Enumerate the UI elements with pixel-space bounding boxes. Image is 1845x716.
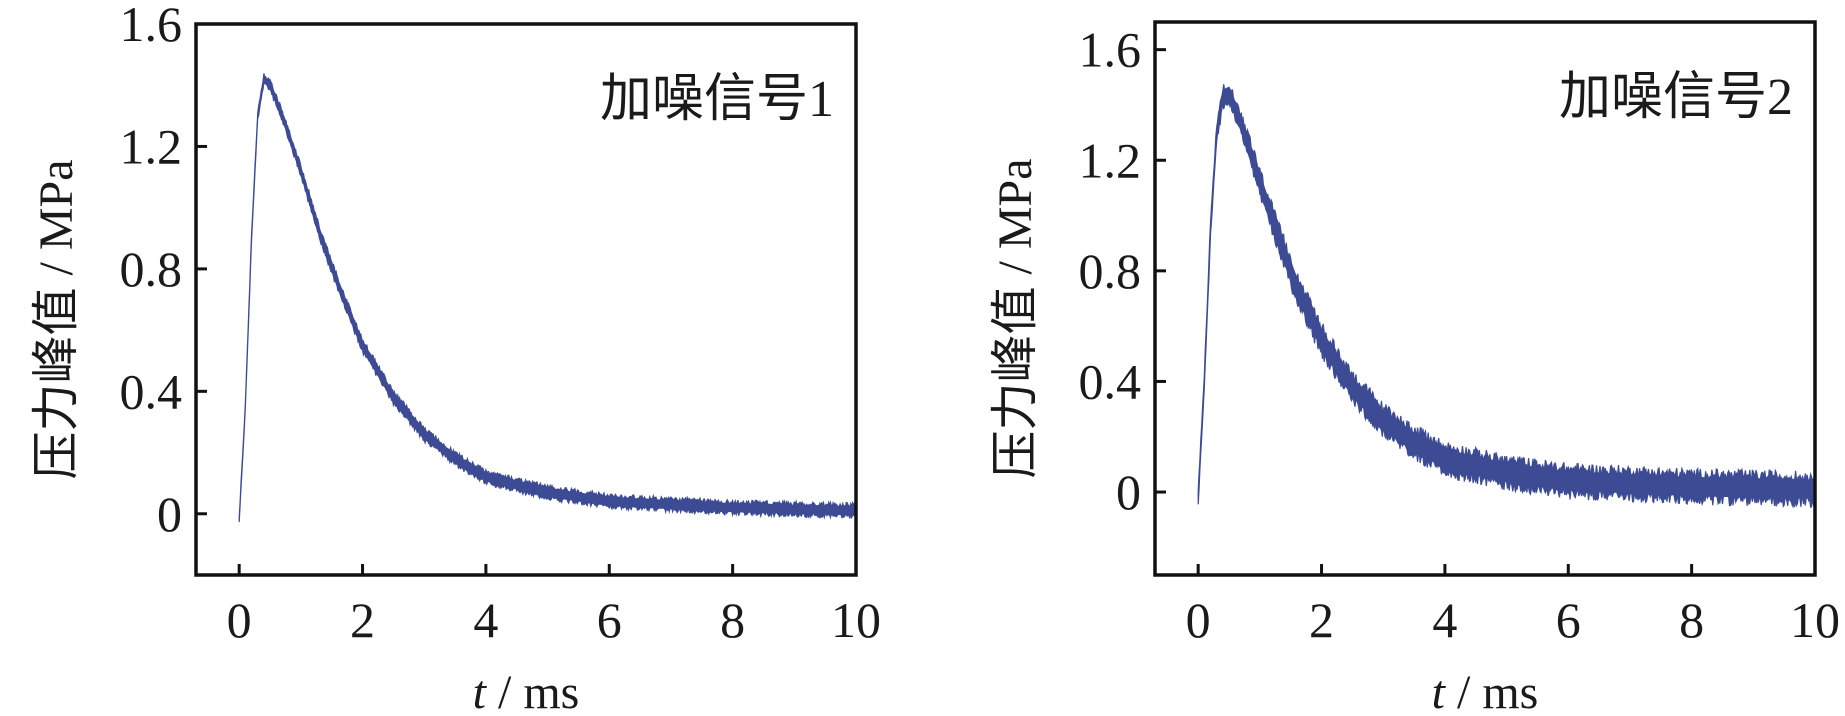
y-tick-label: 1.2 — [1079, 132, 1142, 188]
x-tick-label: 8 — [1679, 592, 1704, 648]
chart-annotation: 加噪信号1 — [600, 71, 834, 128]
x-tick-label: 0 — [1186, 592, 1211, 648]
x-axis-title: t / ms — [473, 666, 580, 716]
x-tick-label: 2 — [1309, 592, 1334, 648]
chart-panel-2: 0 2 4 6 8 10 0 0.4 0.8 1.2 1.6 加噪信号2 t / ms 压力峰值 /… — [989, 20, 1841, 716]
y-tick-label: 1.2 — [120, 118, 183, 174]
x-tick-label: 10 — [831, 592, 881, 648]
chart-annotation: 加噪信号2 — [1559, 69, 1793, 126]
y-axis-title: 压力峰值 / MPa — [30, 159, 83, 479]
x-tick-label: 4 — [473, 592, 498, 648]
x-tick-label: 6 — [1556, 592, 1581, 648]
tick-marks — [1155, 48, 1817, 575]
x-axis-unit: / ms — [1445, 666, 1538, 716]
y-tick-label: 0 — [1116, 464, 1141, 520]
x-tick-label: 6 — [597, 592, 622, 648]
tick-labels: 0 2 4 6 8 10 0 0.4 0.8 1.2 1.6 — [1079, 22, 1841, 648]
y-tick-label: 0.8 — [1079, 243, 1142, 299]
y-tick-label: 0 — [157, 486, 182, 542]
x-axis-title: t / ms — [1432, 666, 1539, 716]
x-tick-label: 2 — [350, 592, 375, 648]
chart-panel-1: 0 2 4 6 8 10 0 0.4 0.8 1.2 1.6 加噪信号1 t / ms 压力峰值 /… — [30, 0, 881, 716]
x-tick-label: 10 — [1790, 592, 1840, 648]
x-axis-unit: / ms — [486, 666, 579, 716]
plot-frame — [194, 22, 858, 577]
y-tick-label: 1.6 — [120, 0, 183, 52]
y-tick-label: 0.4 — [120, 363, 183, 419]
x-tick-label: 4 — [1432, 592, 1457, 648]
series-trace — [238, 73, 857, 523]
x-axis-variable: t — [473, 666, 488, 716]
x-tick-label: 0 — [227, 592, 252, 648]
tick-labels: 0 2 4 6 8 10 0 0.4 0.8 1.2 1.6 — [120, 0, 882, 648]
y-tick-label: 0.4 — [1079, 353, 1142, 409]
plot-frame — [1153, 20, 1817, 577]
x-axis-variable: t — [1432, 666, 1447, 716]
tick-marks — [196, 22, 858, 575]
y-tick-label: 0.8 — [120, 241, 183, 297]
series-trace — [1197, 84, 1816, 509]
y-tick-label: 1.6 — [1079, 22, 1142, 78]
x-tick-label: 8 — [720, 592, 745, 648]
y-axis-title: 压力峰值 / MPa — [989, 158, 1042, 478]
